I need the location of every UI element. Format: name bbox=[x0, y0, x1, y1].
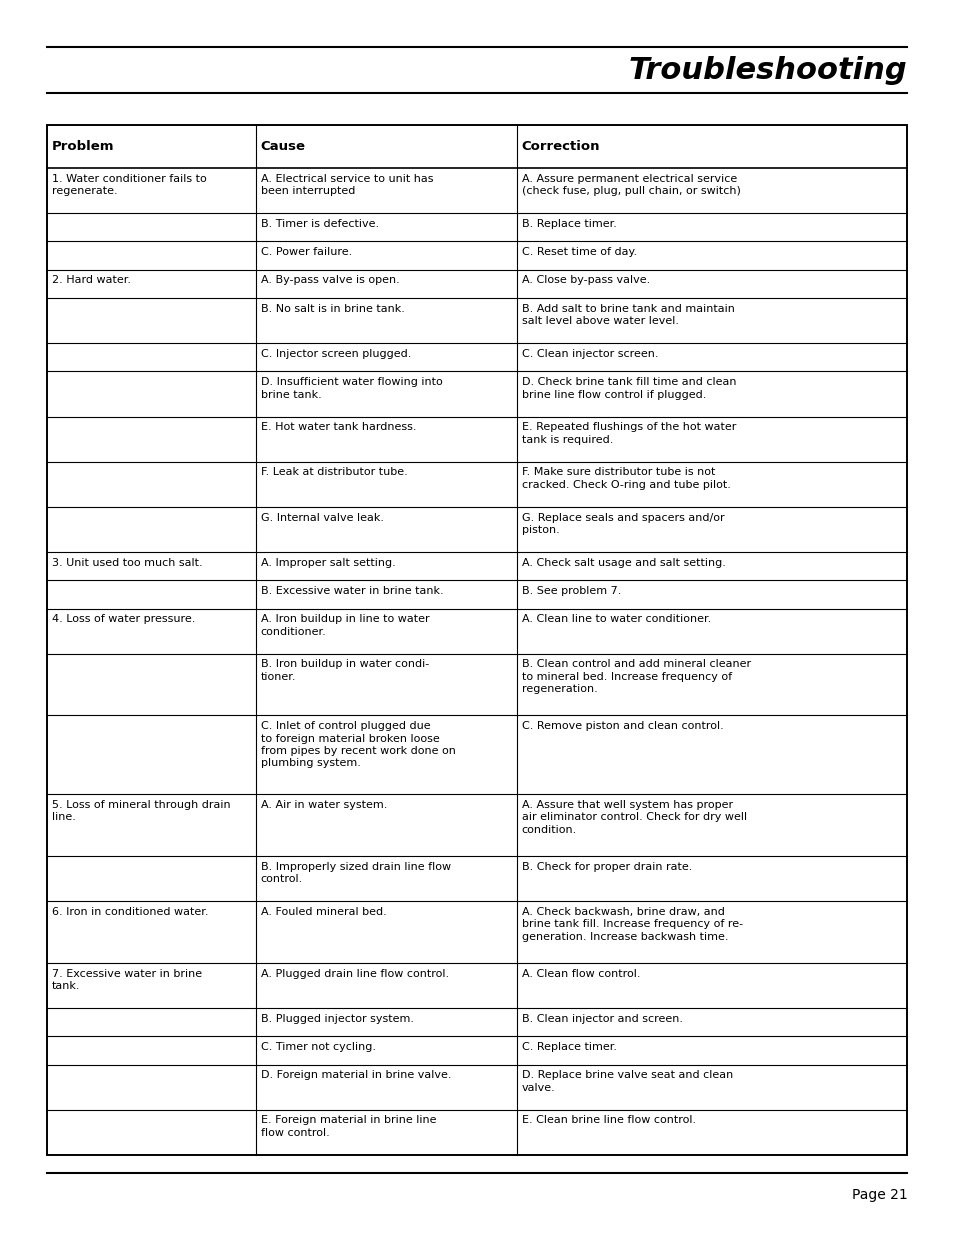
Text: B. Improperly sized drain line flow
control.: B. Improperly sized drain line flow cont… bbox=[260, 862, 451, 884]
Text: A. Electrical service to unit has
been interrupted: A. Electrical service to unit has been i… bbox=[260, 174, 433, 196]
Text: D. Insufficient water flowing into
brine tank.: D. Insufficient water flowing into brine… bbox=[260, 378, 442, 400]
Text: D. Foreign material in brine valve.: D. Foreign material in brine valve. bbox=[260, 1071, 451, 1081]
Text: E. Repeated flushings of the hot water
tank is required.: E. Repeated flushings of the hot water t… bbox=[521, 422, 735, 445]
Text: C. Inlet of control plugged due
to foreign material broken loose
from pipes by r: C. Inlet of control plugged due to forei… bbox=[260, 721, 456, 768]
Text: D. Check brine tank fill time and clean
brine line flow control if plugged.: D. Check brine tank fill time and clean … bbox=[521, 378, 736, 400]
Text: B. Plugged injector system.: B. Plugged injector system. bbox=[260, 1014, 414, 1024]
Text: A. Fouled mineral bed.: A. Fouled mineral bed. bbox=[260, 906, 386, 916]
Text: D. Replace brine valve seat and clean
valve.: D. Replace brine valve seat and clean va… bbox=[521, 1071, 732, 1093]
Text: A. Iron buildup in line to water
conditioner.: A. Iron buildup in line to water conditi… bbox=[260, 614, 429, 637]
Text: B. See problem 7.: B. See problem 7. bbox=[521, 587, 620, 597]
Text: 1. Water conditioner fails to
regenerate.: 1. Water conditioner fails to regenerate… bbox=[51, 174, 206, 196]
Text: G. Replace seals and spacers and/or
piston.: G. Replace seals and spacers and/or pist… bbox=[521, 513, 723, 535]
Text: C. Clean injector screen.: C. Clean injector screen. bbox=[521, 350, 658, 359]
Text: C. Reset time of day.: C. Reset time of day. bbox=[521, 247, 636, 257]
Text: Cause: Cause bbox=[260, 140, 306, 153]
Text: E. Foreign material in brine line
flow control.: E. Foreign material in brine line flow c… bbox=[260, 1115, 436, 1137]
Text: A. By-pass valve is open.: A. By-pass valve is open. bbox=[260, 275, 399, 285]
Text: A. Clean line to water conditioner.: A. Clean line to water conditioner. bbox=[521, 614, 710, 625]
Text: B. Excessive water in brine tank.: B. Excessive water in brine tank. bbox=[260, 587, 443, 597]
Text: B. Iron buildup in water condi-
tioner.: B. Iron buildup in water condi- tioner. bbox=[260, 659, 429, 682]
Text: A. Check backwash, brine draw, and
brine tank fill. Increase frequency of re-
ge: A. Check backwash, brine draw, and brine… bbox=[521, 906, 742, 941]
Text: E. Clean brine line flow control.: E. Clean brine line flow control. bbox=[521, 1115, 695, 1125]
Text: F. Make sure distributor tube is not
cracked. Check O-ring and tube pilot.: F. Make sure distributor tube is not cra… bbox=[521, 468, 730, 490]
Text: C. Injector screen plugged.: C. Injector screen plugged. bbox=[260, 350, 411, 359]
Text: A. Clean flow control.: A. Clean flow control. bbox=[521, 968, 639, 978]
Text: Problem: Problem bbox=[51, 140, 114, 153]
Text: Page 21: Page 21 bbox=[851, 1188, 906, 1203]
Text: A. Improper salt setting.: A. Improper salt setting. bbox=[260, 558, 395, 568]
Text: 4. Loss of water pressure.: 4. Loss of water pressure. bbox=[51, 614, 195, 625]
Text: C. Replace timer.: C. Replace timer. bbox=[521, 1042, 616, 1052]
Text: A. Check salt usage and salt setting.: A. Check salt usage and salt setting. bbox=[521, 558, 724, 568]
Text: C. Timer not cycling.: C. Timer not cycling. bbox=[260, 1042, 375, 1052]
Text: Correction: Correction bbox=[521, 140, 599, 153]
Text: F. Leak at distributor tube.: F. Leak at distributor tube. bbox=[260, 468, 407, 478]
Text: B. Clean control and add mineral cleaner
to mineral bed. Increase frequency of
r: B. Clean control and add mineral cleaner… bbox=[521, 659, 750, 694]
Text: 6. Iron in conditioned water.: 6. Iron in conditioned water. bbox=[51, 906, 208, 916]
Text: A. Assure permanent electrical service
(check fuse, plug, pull chain, or switch): A. Assure permanent electrical service (… bbox=[521, 174, 740, 196]
Text: B. Check for proper drain rate.: B. Check for proper drain rate. bbox=[521, 862, 691, 872]
Text: B. Add salt to brine tank and maintain
salt level above water level.: B. Add salt to brine tank and maintain s… bbox=[521, 304, 734, 326]
Text: B. Timer is defective.: B. Timer is defective. bbox=[260, 219, 378, 228]
Bar bbox=[47, 125, 906, 1155]
Text: A. Air in water system.: A. Air in water system. bbox=[260, 800, 387, 810]
Text: 2. Hard water.: 2. Hard water. bbox=[51, 275, 131, 285]
Text: B. No salt is in brine tank.: B. No salt is in brine tank. bbox=[260, 304, 404, 314]
Text: C. Power failure.: C. Power failure. bbox=[260, 247, 352, 257]
Bar bbox=[47, 125, 906, 1155]
Text: 5. Loss of mineral through drain
line.: 5. Loss of mineral through drain line. bbox=[51, 800, 230, 823]
Text: 7. Excessive water in brine
tank.: 7. Excessive water in brine tank. bbox=[51, 968, 202, 990]
Text: A. Assure that well system has proper
air eliminator control. Check for dry well: A. Assure that well system has proper ai… bbox=[521, 800, 746, 835]
Text: E. Hot water tank hardness.: E. Hot water tank hardness. bbox=[260, 422, 416, 432]
Text: A. Close by-pass valve.: A. Close by-pass valve. bbox=[521, 275, 649, 285]
Text: G. Internal valve leak.: G. Internal valve leak. bbox=[260, 513, 383, 522]
Text: B. Clean injector and screen.: B. Clean injector and screen. bbox=[521, 1014, 681, 1024]
Text: 3. Unit used too much salt.: 3. Unit used too much salt. bbox=[51, 558, 202, 568]
Text: Troubleshooting: Troubleshooting bbox=[628, 56, 906, 85]
Text: B. Replace timer.: B. Replace timer. bbox=[521, 219, 616, 228]
Text: C. Remove piston and clean control.: C. Remove piston and clean control. bbox=[521, 721, 722, 731]
Text: A. Plugged drain line flow control.: A. Plugged drain line flow control. bbox=[260, 968, 449, 978]
